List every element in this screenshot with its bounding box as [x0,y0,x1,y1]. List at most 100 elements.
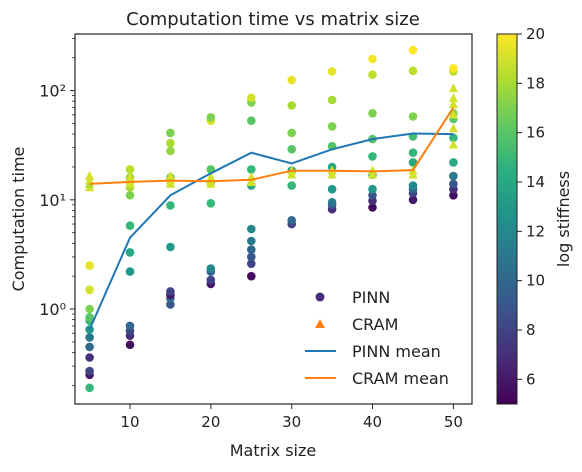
pinn-point [125,221,135,230]
pinn-point [85,383,94,393]
colorbar-tick-label: 12 [526,222,545,240]
pinn-point [408,148,418,157]
pinn-point [85,285,94,295]
pinn-point [247,271,256,281]
y-tick-label: 10¹ [39,191,66,210]
pinn-point [125,321,135,331]
pinn-point [85,366,94,376]
pinn-point [247,252,256,262]
pinn-point [327,198,337,207]
legend-marker-pinn [315,292,325,302]
pinn-point [85,333,94,342]
pinn-point [408,181,418,190]
pinn-point [85,353,94,362]
pinn-point [125,267,135,276]
pinn-point [247,259,256,269]
x-tick-label: 10 [120,413,139,431]
legend-label-pinn: PINN [352,288,390,307]
cram-point [448,123,458,133]
pinn-mean-line [88,132,454,330]
pinn-point [449,64,458,73]
pinn-point [449,191,458,200]
pinn-point [125,248,135,257]
pinn-point [408,112,418,121]
pinn-point [327,184,337,194]
colorbar: 6 8 10 12 14 16 18 20 log stiffness [496,25,573,405]
cram-point [367,165,378,175]
pinn-point [368,203,377,212]
colorbar-tick-label: 6 [526,370,536,388]
y-tick-label: 10² [39,82,66,101]
pinn-point [287,216,297,225]
pinn-point [287,181,297,190]
pinn-point [449,133,458,143]
x-tick-label: 50 [444,413,463,431]
colorbar-tick-label: 16 [526,124,545,142]
legend-label-pinn-mean: PINN mean [352,342,441,361]
plot-area [74,33,473,405]
x-tick-label: 30 [282,413,301,431]
pinn-point [327,95,337,105]
colorbar-gradient [497,34,517,404]
pinn-point [287,145,297,154]
y-tick-label: 10⁰ [39,300,66,319]
pinn-point [166,300,175,309]
pinn-point [449,179,458,189]
pinn-point [125,165,135,174]
pinn-point [166,242,175,252]
pinn-point [85,325,94,334]
colorbar-tick-label: 18 [526,74,545,92]
colorbar-frame [496,33,518,405]
cram-point [125,172,135,182]
cram-point [448,139,458,149]
mean-lines [88,106,455,330]
pinn-point [85,304,94,314]
pinn-point [368,109,377,118]
plot-frame [74,33,473,405]
cram-point [448,109,458,119]
cram-point [448,83,458,93]
pinn-point [287,128,297,138]
pinn-point [327,67,337,76]
colorbar-tick-label: 20 [526,25,545,43]
legend: PINN CRAM PINN mean CRAM mean [305,288,449,388]
pinn-point [327,122,337,131]
pinn-point [247,93,256,103]
pinn-point [449,171,458,181]
cram-mean-line [89,106,455,185]
pinn-point [247,165,256,174]
pinn-point [247,236,256,246]
cram-point [85,170,95,180]
pinn-points [85,45,458,393]
pinn-point [287,101,297,110]
pinn-point [206,275,216,285]
colorbar-tick-label: 14 [526,173,545,191]
pinn-point [206,264,216,273]
cram-point [246,177,256,186]
pinn-point [408,66,418,76]
pinn-point [368,54,377,64]
pinn-point [368,184,377,194]
pinn-point [368,191,377,200]
pinn-point [247,116,256,125]
pinn-point [166,146,175,156]
pinn-point [166,201,175,210]
x-axis: 10 20 30 40 50 [120,404,463,431]
y-axis: 10⁰ 10¹ 10² [39,38,75,386]
pinn-point [408,158,418,167]
pinn-point [125,191,135,200]
pinn-point [206,113,216,122]
colorbar-label: log stiffness [554,171,573,267]
pinn-point [408,195,418,205]
chart-title: Computation time vs matrix size [126,9,420,30]
colorbar-tick-label: 10 [526,272,545,290]
colorbar-tick-label: 8 [526,321,536,339]
pinn-point [408,45,418,55]
colorbar-ticks: 6 8 10 12 14 16 18 20 [517,25,545,388]
cram-point [448,99,458,109]
pinn-point [166,138,175,148]
pinn-point [85,313,94,322]
pinn-point [368,70,377,79]
pinn-point [287,75,297,85]
